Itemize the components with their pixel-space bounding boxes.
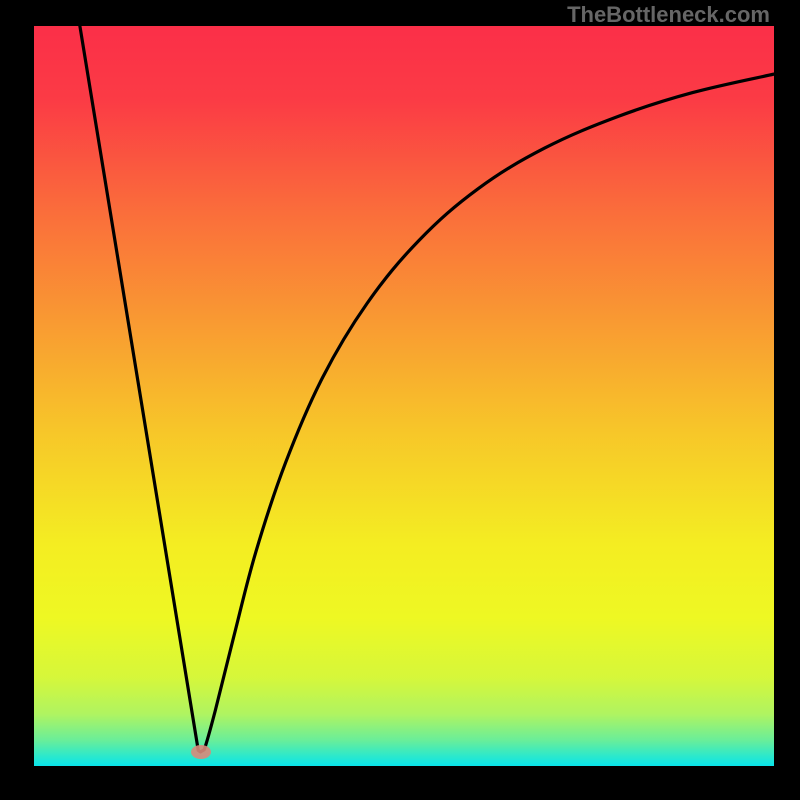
watermark-text: TheBottleneck.com	[567, 2, 770, 28]
bottleneck-curve	[80, 26, 774, 752]
dip-marker	[191, 745, 211, 759]
curve-svg	[34, 26, 774, 766]
plot-area	[34, 26, 774, 766]
